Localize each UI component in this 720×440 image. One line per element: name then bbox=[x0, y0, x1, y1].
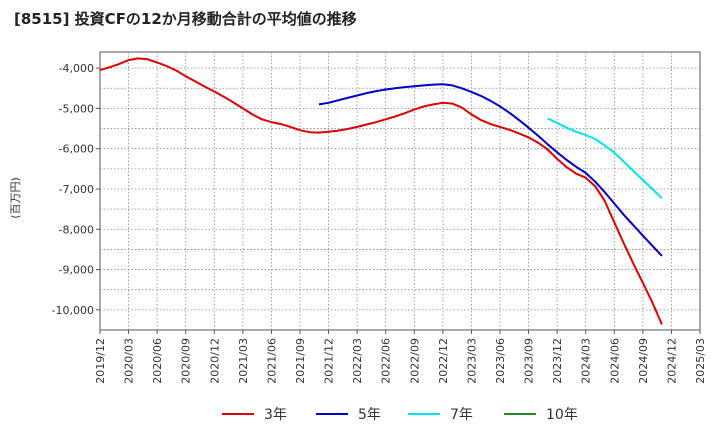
x-tick-label: 2024/06 bbox=[608, 338, 621, 384]
y-tick-label: -10,000 bbox=[52, 304, 94, 317]
legend-label: 10年 bbox=[546, 407, 578, 423]
chart-title: [8515] 投資CFの12か月移動合計の平均値の推移 bbox=[14, 10, 357, 28]
series-line-3年 bbox=[99, 57, 663, 325]
x-tick-label: 2023/12 bbox=[551, 338, 564, 384]
x-tick-label: 2024/03 bbox=[580, 338, 593, 384]
x-tick-label: 2021/12 bbox=[323, 338, 336, 384]
x-tick-label: 2020/09 bbox=[180, 338, 193, 384]
x-tick-label: 2024/12 bbox=[665, 338, 678, 384]
x-tick-label: 2023/03 bbox=[465, 338, 478, 384]
x-tick-label: 2022/09 bbox=[408, 338, 421, 384]
x-tick-label: 2024/09 bbox=[637, 338, 650, 384]
x-tick-label: 2022/03 bbox=[351, 338, 364, 384]
series-line-7年 bbox=[547, 117, 663, 200]
x-tick-label: 2023/06 bbox=[494, 338, 507, 384]
y-tick-label: -9,000 bbox=[59, 264, 94, 277]
y-tick-label: -7,000 bbox=[59, 183, 94, 196]
x-tick-label: 2021/06 bbox=[265, 338, 278, 384]
legend-label: 3年 bbox=[264, 407, 287, 423]
x-tick-label: 2021/03 bbox=[237, 338, 250, 384]
y-tick-label: -4,000 bbox=[59, 62, 94, 75]
y-tick-label: -6,000 bbox=[59, 143, 94, 156]
x-tick-label: 2020/06 bbox=[151, 338, 164, 384]
legend-label: 7年 bbox=[450, 407, 473, 423]
series-line-5年 bbox=[318, 83, 663, 257]
y-tick-label: -5,000 bbox=[59, 102, 94, 115]
x-tick-label: 2021/09 bbox=[294, 338, 307, 384]
y-tick-label: -8,000 bbox=[59, 223, 94, 236]
x-tick-label: 2019/12 bbox=[94, 338, 107, 384]
x-tick-label: 2020/03 bbox=[123, 338, 136, 384]
legend-label: 5年 bbox=[358, 407, 381, 423]
x-tick-label: 2023/09 bbox=[523, 338, 536, 384]
x-tick-label: 2022/06 bbox=[380, 338, 393, 384]
x-tick-label: 2022/12 bbox=[437, 338, 450, 384]
x-tick-label: 2025/03 bbox=[694, 338, 707, 384]
plot-area bbox=[99, 51, 701, 331]
x-tick-label: 2020/12 bbox=[208, 338, 221, 384]
